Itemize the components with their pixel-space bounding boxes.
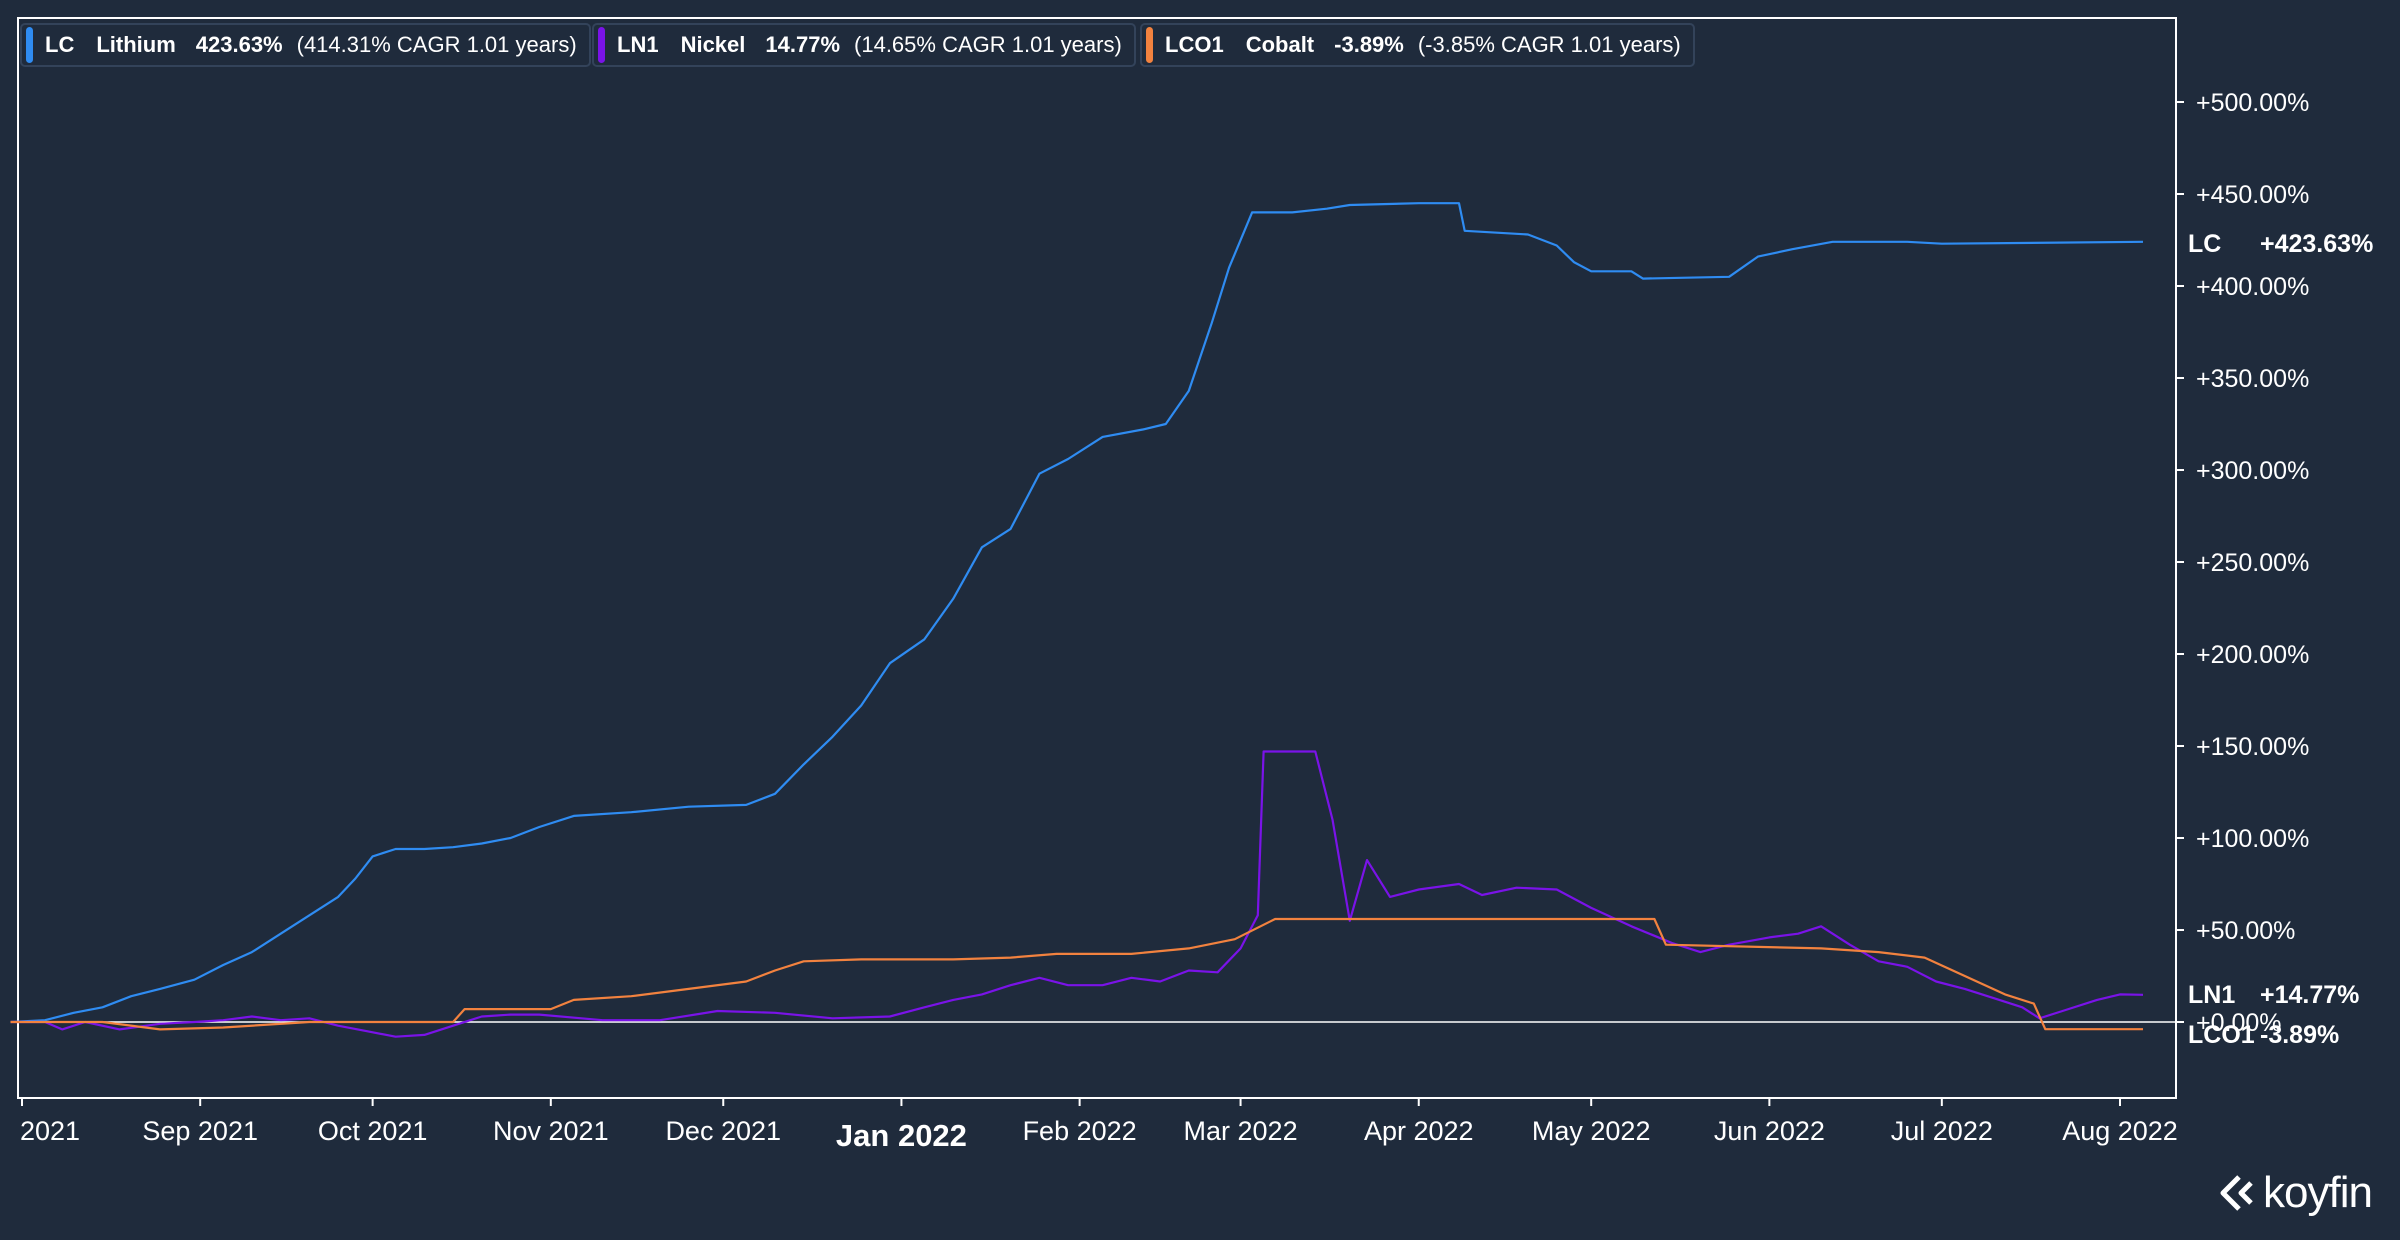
legend-code: LC bbox=[45, 32, 75, 57]
koyfin-chevron-icon bbox=[2220, 1175, 2253, 1211]
x-tick-label: Aug 2022 bbox=[2062, 1116, 2178, 1146]
legend-code: LCO1 bbox=[1165, 32, 1224, 57]
x-tick-label: Oct 2021 bbox=[318, 1116, 428, 1146]
y-axis: +0.00% +50.00% +100.00% +150.00% +200.00% +25… bbox=[2176, 89, 2309, 1037]
koyfin-logo: koyfin bbox=[2217, 1168, 2373, 1218]
x-tick-label: Nov 2021 bbox=[493, 1116, 609, 1146]
series-line-lc-lithium bbox=[10, 202, 2144, 1024]
x-tick-label: 2021 bbox=[20, 1116, 80, 1146]
legend-item-cobalt[interactable]: LCO1 Cobalt -3.89% (-3.85% CAGR 1.01 yea… bbox=[1140, 23, 1695, 67]
end-label-code: LN1 bbox=[2188, 981, 2235, 1009]
end-label-code: LCO1 bbox=[2188, 1021, 2255, 1049]
y-tick-label: +250.00% bbox=[2196, 549, 2309, 577]
x-tick-label: Jun 2022 bbox=[1714, 1116, 1825, 1146]
x-tick-label: Jul 2022 bbox=[1891, 1116, 1993, 1146]
y-tick-label: +350.00% bbox=[2196, 365, 2309, 393]
legend-return: 14.77% bbox=[765, 32, 841, 57]
legend-name: Nickel bbox=[680, 32, 746, 57]
x-tick-label: Sep 2021 bbox=[142, 1116, 258, 1146]
x-tick-label: Jan 2022 bbox=[836, 1118, 967, 1153]
legend-return: -3.89% bbox=[1334, 32, 1404, 57]
x-axis: 2021 Sep 2021 Oct 2021 Nov 2021 Dec 2021 Jan … bbox=[20, 1098, 2178, 1153]
y-tick-label: +400.00% bbox=[2196, 273, 2309, 301]
x-tick-label: May 2022 bbox=[1532, 1116, 1651, 1146]
legend-return: 423.63% bbox=[195, 32, 283, 57]
plot-frame bbox=[17, 17, 2177, 1099]
y-tick-label: +200.00% bbox=[2196, 641, 2309, 669]
end-label-lc: LC +423.63% bbox=[2188, 230, 2373, 258]
y-tick-label: +450.00% bbox=[2196, 181, 2309, 209]
y-tick-label: +100.00% bbox=[2196, 825, 2309, 853]
y-tick-label: +300.00% bbox=[2196, 457, 2309, 485]
legend-code: LN1 bbox=[617, 32, 659, 57]
lithium-swatch bbox=[26, 27, 33, 63]
y-tick-label: +150.00% bbox=[2196, 733, 2309, 761]
legend-cagr: (-3.85% CAGR 1.01 years) bbox=[1417, 32, 1681, 57]
series-line-lco1-cobalt bbox=[10, 917, 2143, 1031]
series-line-ln1-nickel bbox=[10, 750, 2144, 1038]
y-tick-label: +500.00% bbox=[2196, 89, 2309, 117]
series-group bbox=[10, 202, 2144, 1038]
x-tick-label: Feb 2022 bbox=[1023, 1116, 1137, 1146]
x-tick-label: Apr 2022 bbox=[1364, 1116, 1474, 1146]
x-tick-label: Mar 2022 bbox=[1184, 1116, 1298, 1146]
y-tick-label: +0.00% bbox=[2196, 1009, 2282, 1037]
legend-item-nickel[interactable]: LN1 Nickel 14.77% (14.65% CAGR 1.01 year… bbox=[592, 23, 1136, 67]
legend-name: Lithium bbox=[96, 32, 176, 57]
end-label-lco1: LCO1 -3.89% bbox=[2188, 1021, 2339, 1049]
end-label-value: +14.77% bbox=[2260, 981, 2359, 1009]
end-label-code: LC bbox=[2188, 230, 2221, 258]
legend-name: Cobalt bbox=[1245, 32, 1315, 57]
y-tick-label: +50.00% bbox=[2196, 917, 2295, 945]
logo-text: koyfin bbox=[2263, 1168, 2373, 1217]
nickel-swatch bbox=[598, 27, 605, 63]
cobalt-swatch bbox=[1146, 27, 1153, 63]
legend-item-lithium[interactable]: LC Lithium 423.63% (414.31% CAGR 1.01 ye… bbox=[20, 23, 591, 67]
end-label-ln1: LN1 +14.77% bbox=[2188, 981, 2359, 1009]
end-label-value: +423.63% bbox=[2260, 230, 2373, 258]
end-label-value: -3.89% bbox=[2260, 1021, 2339, 1049]
x-tick-label: Dec 2021 bbox=[665, 1116, 781, 1146]
legend-cagr: (414.31% CAGR 1.01 years) bbox=[296, 32, 577, 57]
legend-cagr: (14.65% CAGR 1.01 years) bbox=[854, 32, 1122, 57]
end-labels: LC +423.63%LN1 +14.77%LCO1 -3.89% bbox=[2188, 230, 2373, 1049]
